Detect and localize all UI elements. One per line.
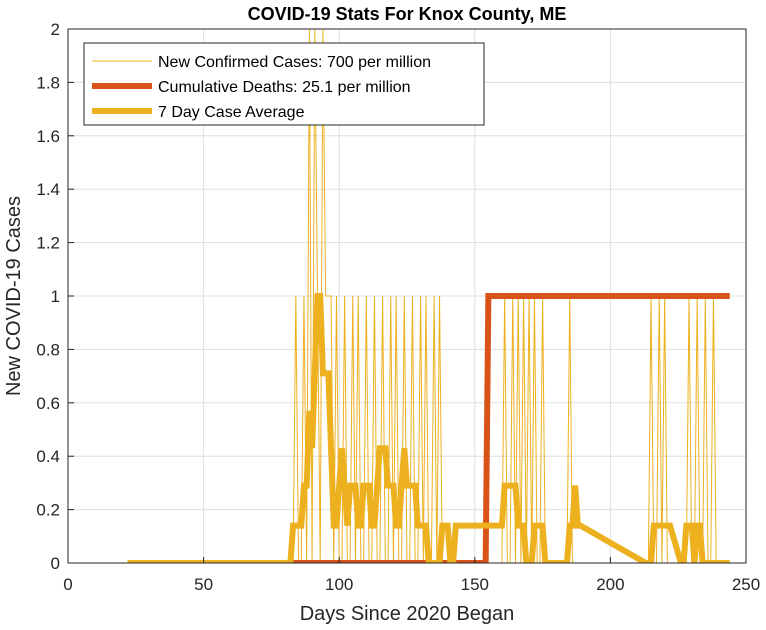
legend: New Confirmed Cases: 700 per million Cumu… <box>83 42 485 126</box>
y-tick-label: 1.6 <box>36 127 60 146</box>
y-tick-label: 0.4 <box>36 447 60 466</box>
x-tick-label: 250 <box>732 575 760 594</box>
y-tick-label: 0.2 <box>36 501 60 520</box>
series-layer <box>127 29 730 563</box>
chart-title: COVID-19 Stats For Knox County, ME <box>248 4 567 24</box>
y-tick-label: 2 <box>51 20 60 39</box>
legend-entry-new-cases: New Confirmed Cases: 700 per million <box>92 54 431 71</box>
cumulative-deaths-line <box>127 293 730 563</box>
legend-entry-cumulative-deaths: Cumulative Deaths: 25.1 per million <box>92 79 411 96</box>
y-tick-label: 1.4 <box>36 180 60 199</box>
legend-label: Cumulative Deaths: 25.1 per million <box>158 79 411 96</box>
y-tick-label: 0 <box>51 554 60 573</box>
y-axis-label: New COVID-19 Cases <box>3 196 25 396</box>
x-tick-label: 0 <box>63 575 72 594</box>
legend-entry-seven-day-average: 7 Day Case Average <box>92 104 305 121</box>
x-tick-label: 100 <box>325 575 353 594</box>
x-tick-label: 50 <box>194 575 213 594</box>
y-tick-label: 1 <box>51 287 60 306</box>
x-tick-label: 200 <box>596 575 624 594</box>
legend-label: New Confirmed Cases: 700 per million <box>158 54 431 71</box>
ticks: 0 50 100 150 200 250 0 0.2 0.4 0.6 0.8 1 1.2 1.4 1.6 1.… <box>36 20 760 594</box>
y-tick-label: 1.8 <box>36 73 60 92</box>
legend-label: 7 Day Case Average <box>158 104 305 121</box>
x-axis-label: Days Since 2020 Began <box>300 603 515 625</box>
y-tick-label: 1.2 <box>36 234 60 253</box>
y-tick-label: 0.8 <box>36 340 60 359</box>
new-cases-line <box>127 29 730 563</box>
y-tick-label: 0.6 <box>36 394 60 413</box>
seven-day-average-line <box>127 293 730 563</box>
x-tick-label: 150 <box>461 575 489 594</box>
